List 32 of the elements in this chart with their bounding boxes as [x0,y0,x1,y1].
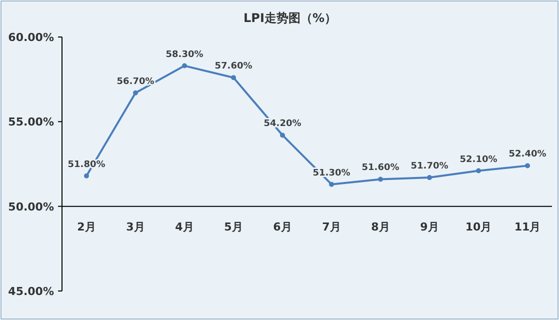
data-label: 52.40% [508,150,546,160]
y-tick-label: 50.00% [8,200,54,214]
x-tick-label: 8月 [371,220,390,234]
point [280,132,285,138]
x-tick-label: 9月 [420,220,439,234]
x-tick-label: 7月 [322,220,341,234]
data-label: 51.70% [410,162,448,172]
data-label: 56.70% [116,76,154,87]
y-tick-label: 55.00% [8,116,54,129]
point [84,173,89,178]
data-label: 57.60% [214,62,252,72]
x-tick-label: 5月 [224,220,243,234]
x-tick-label: 11月 [514,220,541,234]
data-label: 51.60% [362,163,400,174]
x-tick-label: 6月 [273,220,292,234]
x-tick-label: 4月 [175,220,194,234]
x-tick-label: 10月 [465,220,492,234]
point [378,176,383,182]
y-tick-label: 60.00% [8,31,54,44]
point [133,90,138,96]
point [329,182,334,187]
point [231,75,236,80]
x-tick-label: 2月 [77,220,96,234]
chart-title: LPI走势图（%） [244,11,336,25]
point [182,63,187,68]
point [427,175,432,180]
y-tick-label: 45.00% [8,285,54,298]
point [525,163,530,168]
data-label: 58.30% [166,50,204,60]
x-tick-label: 3月 [126,220,145,234]
data-label: 52.10% [460,154,498,165]
point [476,168,481,174]
